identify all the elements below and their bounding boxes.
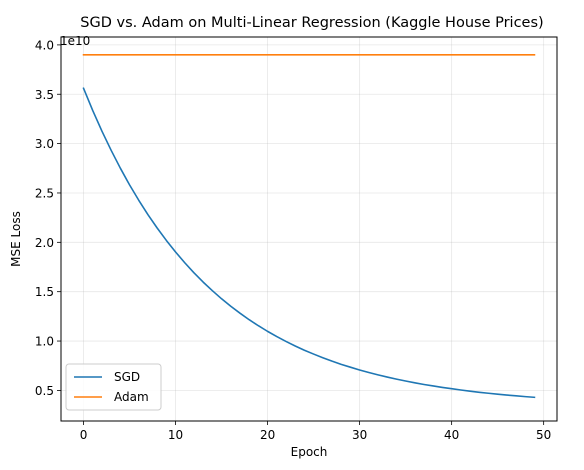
x-tick-label: 0 bbox=[80, 428, 88, 442]
x-tick-label: 50 bbox=[536, 428, 551, 442]
y-tick-label: 1.5 bbox=[35, 285, 54, 299]
series-layer bbox=[82, 53, 536, 399]
y-tick-label: 1.0 bbox=[35, 335, 54, 349]
x-axis-label: Epoch bbox=[291, 445, 328, 459]
grid bbox=[61, 37, 557, 421]
legend-label-sgd: SGD bbox=[114, 370, 140, 384]
axis-ticks: 0 10 20 30 40 50 0.5 1.0 1.5 2.0 2.5 3.0 3.5 4.0 bbox=[35, 38, 551, 442]
chart-title: SGD vs. Adam on Multi-Linear Regression … bbox=[80, 15, 543, 31]
y-tick-label: 3.5 bbox=[35, 88, 54, 102]
y-offset-label: 1e10 bbox=[60, 34, 90, 48]
y-tick-label: 3.0 bbox=[35, 137, 54, 151]
y-tick-label: 0.5 bbox=[35, 384, 54, 398]
legend-label-adam: Adam bbox=[114, 390, 149, 404]
y-axis-label: MSE Loss bbox=[9, 211, 23, 267]
plot-area bbox=[60, 36, 558, 422]
x-tick-label: 10 bbox=[168, 428, 183, 442]
series-line-sgd bbox=[82, 87, 536, 399]
x-tick-label: 20 bbox=[260, 428, 275, 442]
legend-box bbox=[65, 363, 162, 411]
y-tick-label: 2.5 bbox=[35, 186, 54, 200]
y-tick-label: 4.0 bbox=[35, 38, 54, 52]
x-tick-label: 40 bbox=[444, 428, 459, 442]
y-tick-label: 2.0 bbox=[35, 236, 54, 250]
legend: SGD Adam bbox=[65, 363, 162, 411]
x-tick-label: 30 bbox=[352, 428, 367, 442]
